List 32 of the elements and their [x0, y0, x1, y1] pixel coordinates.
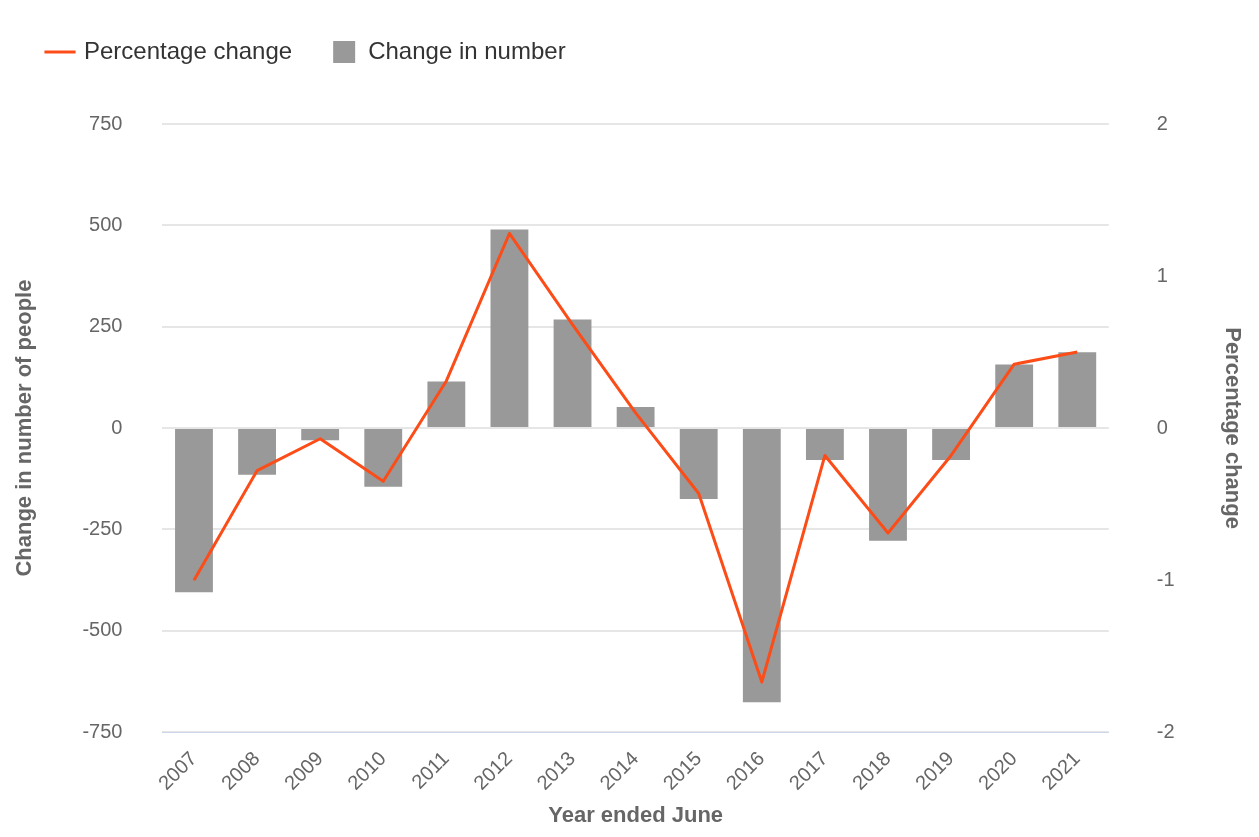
- legend-label: Change in number: [368, 36, 566, 64]
- bar: [869, 429, 907, 541]
- x-axis-title: Year ended June: [548, 801, 724, 827]
- y-tick-label: 250: [89, 314, 123, 337]
- bar: [1058, 352, 1097, 428]
- y2-tick-label: 2: [1156, 111, 1168, 134]
- bar: [490, 229, 529, 428]
- y-tick-label: 0: [111, 415, 123, 438]
- y-axis-title: Change in number of people: [11, 279, 37, 577]
- bar: [553, 319, 592, 428]
- bar: [932, 429, 971, 461]
- bar: [995, 364, 1034, 428]
- bar: [175, 429, 213, 593]
- y2-tick-label: -2: [1156, 719, 1175, 742]
- y2-tick-label: 1: [1156, 263, 1168, 286]
- bar: [364, 429, 403, 487]
- y-tick-label: 500: [89, 212, 123, 235]
- bar: [301, 429, 340, 441]
- bar: [238, 429, 276, 475]
- bar: [616, 407, 655, 428]
- y2-tick-label: 0: [1156, 415, 1168, 438]
- bar: [427, 381, 466, 428]
- y-tick-label: 750: [89, 111, 123, 134]
- y2-tick-label: -1: [1156, 567, 1175, 590]
- y-tick-label: -250: [82, 516, 123, 539]
- bar: [679, 429, 718, 500]
- y-tick-label: -750: [82, 719, 123, 742]
- y-tick-label: -500: [82, 618, 123, 641]
- bar: [742, 429, 781, 703]
- y2-axis-title: Percentage change: [1220, 327, 1246, 529]
- bar: [805, 429, 844, 461]
- legend-label: Percentage change: [84, 36, 293, 64]
